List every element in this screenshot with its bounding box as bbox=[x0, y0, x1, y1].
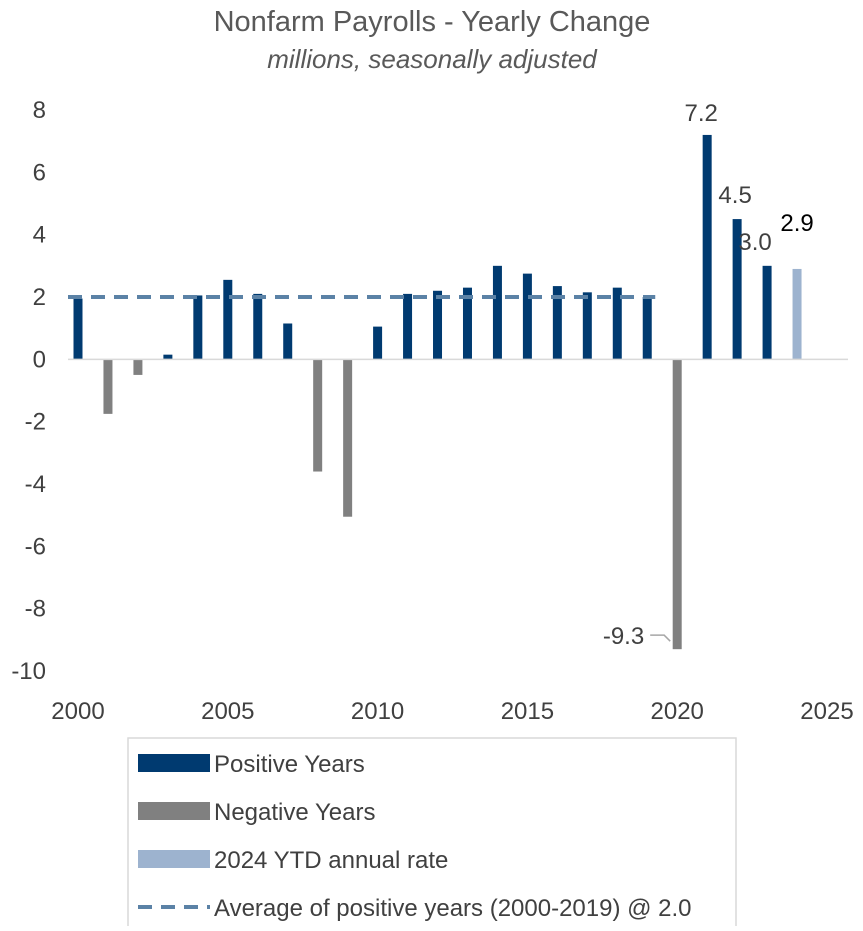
bar-positive bbox=[582, 292, 592, 360]
bar-positive bbox=[522, 273, 532, 360]
bar-positive bbox=[193, 295, 203, 360]
bar-negative bbox=[343, 359, 353, 517]
bar-positive bbox=[253, 293, 263, 360]
legend-swatch bbox=[138, 754, 210, 772]
y-tick-label: 8 bbox=[33, 97, 46, 124]
bar-positive bbox=[283, 323, 293, 360]
bar-negative bbox=[133, 359, 143, 375]
legend-label: Average of positive years (2000-2019) @ … bbox=[214, 895, 692, 922]
bar-positive bbox=[433, 290, 443, 360]
bar-positive bbox=[492, 265, 502, 360]
bar-positive bbox=[612, 287, 622, 360]
x-tick-label: 2005 bbox=[201, 698, 254, 725]
data-labels: 7.2 4.5 3.0 -9.3 2.9 bbox=[603, 100, 814, 650]
bar-negative bbox=[103, 359, 113, 414]
y-tick-label: -2 bbox=[25, 409, 46, 436]
bar-positive bbox=[762, 265, 772, 360]
bars bbox=[73, 134, 802, 650]
chart-title: Nonfarm Payrolls - Yearly Change bbox=[214, 6, 651, 38]
y-tick-label: -8 bbox=[25, 596, 46, 623]
bar-positive bbox=[552, 286, 562, 360]
bar-positive bbox=[223, 279, 233, 360]
y-tick-label: 0 bbox=[33, 346, 46, 373]
bar-positive bbox=[462, 287, 472, 360]
data-label: 7.2 bbox=[684, 100, 717, 127]
bar-ytd bbox=[792, 268, 802, 360]
x-tick-label: 2015 bbox=[501, 698, 554, 725]
bar-positive bbox=[642, 297, 652, 360]
legend-box bbox=[127, 737, 737, 929]
bar-positive bbox=[373, 326, 383, 360]
legend-swatch bbox=[138, 850, 210, 868]
data-label: 3.0 bbox=[738, 229, 771, 256]
legend-swatch bbox=[138, 802, 210, 820]
x-tick-label: 2000 bbox=[51, 698, 104, 725]
data-label-leader-line bbox=[650, 634, 671, 642]
y-tick-label: 4 bbox=[33, 222, 46, 249]
chart-subtitle: millions, seasonally adjusted bbox=[267, 44, 598, 74]
legend-label: 2024 YTD annual rate bbox=[214, 847, 448, 874]
bar-positive bbox=[702, 134, 712, 360]
bar-positive bbox=[73, 298, 83, 360]
data-label: 4.5 bbox=[718, 182, 751, 209]
y-tick-label: 6 bbox=[33, 159, 46, 186]
data-label: -9.3 bbox=[603, 623, 644, 650]
y-axis-ticks: 8 6 4 2 0 -2 -4 -6 -8 -10 bbox=[11, 97, 46, 685]
bar-negative bbox=[672, 359, 682, 650]
y-tick-label: -4 bbox=[25, 471, 46, 498]
bar-positive bbox=[403, 293, 413, 360]
x-tick-label: 2025 bbox=[800, 698, 853, 725]
y-tick-label: -10 bbox=[11, 658, 46, 685]
y-tick-label: -6 bbox=[25, 533, 46, 560]
data-label: 2.9 bbox=[780, 210, 813, 237]
legend: Positive Years Negative Years 2024 YTD ann… bbox=[138, 751, 692, 922]
bar-positive bbox=[732, 219, 742, 360]
y-tick-label: 2 bbox=[33, 284, 46, 311]
bar-negative bbox=[313, 359, 323, 472]
x-axis-ticks: 2000 2005 2010 2015 2020 2025 bbox=[51, 698, 853, 725]
x-tick-label: 2020 bbox=[651, 698, 704, 725]
x-tick-label: 2010 bbox=[351, 698, 404, 725]
legend-label: Negative Years bbox=[214, 799, 375, 826]
legend-label: Positive Years bbox=[214, 751, 365, 778]
bar-positive bbox=[163, 354, 173, 360]
